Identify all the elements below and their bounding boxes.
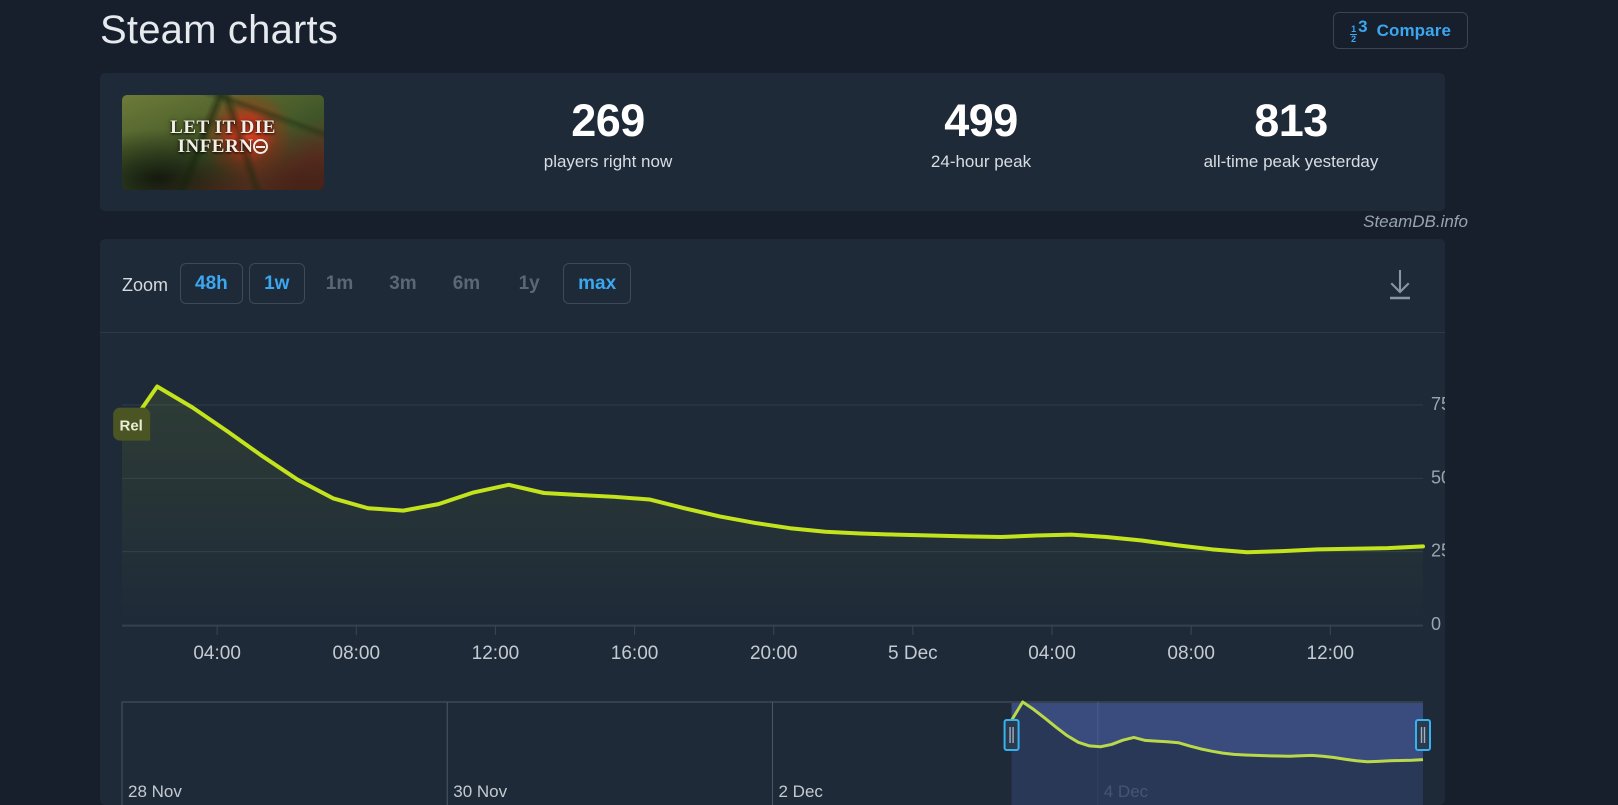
range-button-1w[interactable]: 1w — [248, 263, 305, 304]
stat-label: players right now — [543, 151, 673, 171]
navigator-left-handle[interactable] — [1003, 719, 1020, 751]
range-button-label: 48h — [195, 272, 228, 294]
ranking-icon-numerator: 1 — [1350, 23, 1358, 35]
stat-value: 499 — [944, 95, 1018, 146]
chart-area-fill — [122, 386, 1423, 625]
range-button-label: 6m — [452, 272, 481, 294]
capsule-logo-o-glyph — [253, 138, 269, 154]
range-button-label: 1y — [518, 272, 540, 294]
page-header: Steam charts 1 2 3 Compare — [0, 0, 1618, 72]
stat-24-hour-peak: 499 24-hour peak — [826, 95, 1136, 172]
y-axis-tick-label: 750 — [1431, 394, 1445, 414]
x-axis-tick-label: 20:00 — [750, 643, 798, 664]
range-button-label: 1w — [264, 272, 290, 294]
x-axis-tick-label: 04:00 — [193, 643, 241, 664]
steamdb-watermark: SteamDB.info — [1363, 212, 1468, 231]
y-axis-tick-label: 500 — [1431, 467, 1445, 487]
range-button-3m[interactable]: 3m — [374, 263, 431, 304]
chart-plot-area[interactable]: 0 250 500 750 04:00 08:00 12:00 16:00 20:00 5 Dec… — [100, 333, 1445, 805]
capsule-logo-line1: LET IT DIE — [170, 117, 276, 138]
navigator-right-handle[interactable] — [1415, 719, 1431, 751]
stat-label: all-time peak yesterday — [1203, 151, 1379, 171]
player-count-line[interactable] — [120, 384, 1425, 555]
x-axis-tick-label: 04:00 — [1028, 643, 1076, 664]
range-button-1m[interactable]: 1m — [311, 263, 368, 304]
capsule-artwork — [122, 95, 324, 190]
x-axis-tick-label: 5 Dec — [888, 643, 938, 664]
y-axis-tick-label: 0 — [1431, 614, 1441, 634]
x-axis-tick-label: 16:00 — [611, 643, 659, 664]
range-button-label: max — [578, 272, 617, 294]
stat-all-time-peak: 813 all-time peak yesterday — [1136, 95, 1446, 172]
x-axis-tick-label: 12:00 — [1307, 643, 1355, 664]
download-icon[interactable] — [1383, 267, 1417, 303]
range-button-label: 3m — [389, 272, 417, 294]
navigator-date-label: 30 Nov — [453, 782, 507, 801]
y-axis-tick-label: 250 — [1431, 541, 1445, 561]
compare-button-label: Compare — [1376, 20, 1451, 40]
x-axis-tick-label: 08:00 — [1167, 643, 1215, 664]
release-flag-annotation[interactable]: Rel — [113, 407, 151, 441]
page-title: Steam charts — [100, 8, 339, 52]
release-flag-pointer — [142, 432, 151, 441]
x-axis-tick-label: 12:00 — [472, 643, 520, 664]
zoom-label: Zoom — [122, 275, 169, 295]
stat-label: 24-hour peak — [930, 151, 1032, 171]
range-button-max[interactable]: max — [563, 263, 632, 304]
ranking-icon: 1 2 3 — [1350, 16, 1368, 44]
stat-players-right-now: 269 players right now — [390, 95, 826, 172]
stat-value: 813 — [1254, 95, 1328, 146]
navigator-date-label: 2 Dec — [779, 782, 824, 801]
release-flag-box — [113, 407, 151, 441]
chart-toolbar: Zoom 48h 1w 1m 3m 6m 1y max — [100, 239, 1445, 333]
release-flag-label: Rel — [119, 418, 142, 435]
range-button-label: 1m — [325, 272, 354, 294]
stats-panel: LET IT DIE INFERN 269 players right now … — [100, 73, 1445, 211]
ranking-icon-three: 3 — [1358, 16, 1368, 36]
navigator-date-label: 28 Nov — [128, 782, 182, 801]
capsule-logo: LET IT DIE INFERN — [122, 117, 324, 157]
x-axis-tick-label: 08:00 — [333, 643, 381, 664]
chart-panel: Zoom 48h 1w 1m 3m 6m 1y max 0 250 500 750 04:00 08:… — [100, 239, 1445, 805]
stat-value: 269 — [571, 95, 645, 146]
range-button-6m[interactable]: 6m — [438, 263, 495, 304]
range-button-group: 48h 1w 1m 3m 6m 1y max — [180, 263, 632, 304]
capsule-logo-line2: INFERN — [177, 135, 254, 157]
left-handle-body — [1003, 719, 1020, 751]
navigator-series-line — [1010, 700, 1424, 764]
range-button-48h[interactable]: 48h — [180, 263, 243, 304]
compare-button[interactable]: 1 2 3 Compare — [1333, 12, 1468, 49]
range-button-1y[interactable]: 1y — [501, 263, 557, 304]
ranking-icon-denominator: 2 — [1351, 33, 1357, 44]
game-capsule-image[interactable]: LET IT DIE INFERN — [122, 95, 324, 190]
right-handle-body — [1415, 719, 1431, 751]
